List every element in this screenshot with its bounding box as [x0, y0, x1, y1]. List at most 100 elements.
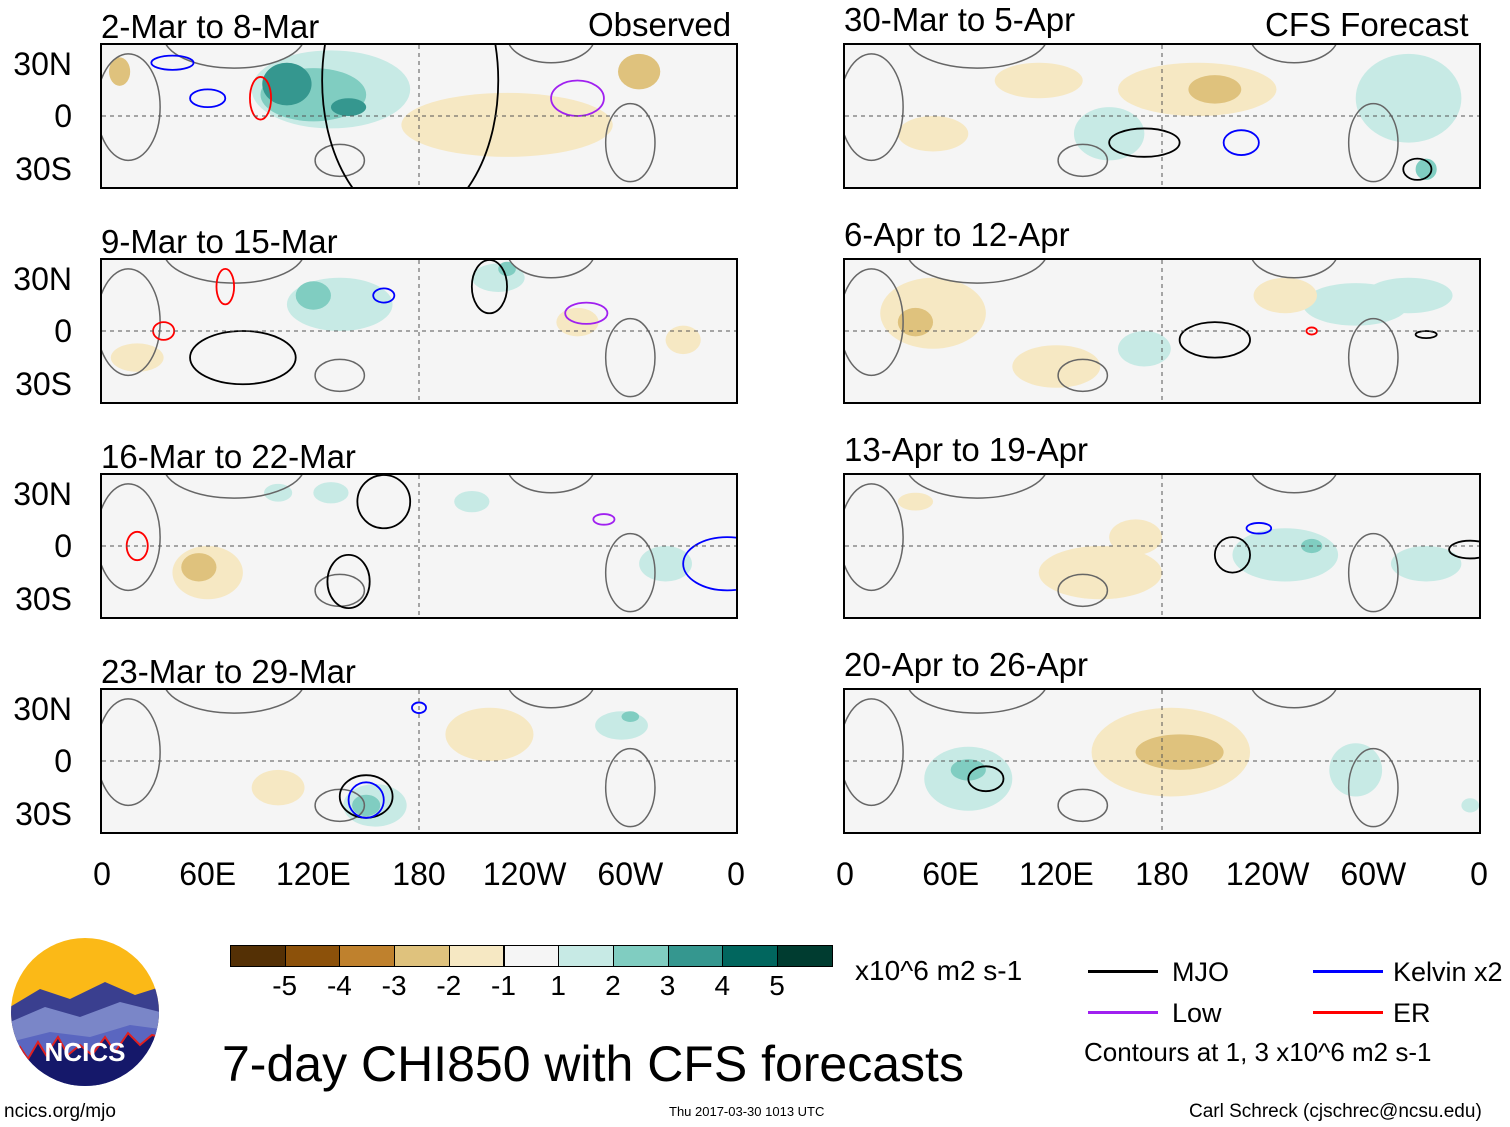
wave-contour [152, 321, 176, 341]
chi-anomaly-region [1135, 734, 1224, 770]
wave-contour [215, 267, 235, 306]
coastline [1251, 475, 1337, 494]
colorbar-label: -5 [272, 970, 298, 1001]
chi-anomaly-region [1329, 743, 1383, 797]
coastline [845, 698, 904, 807]
chi-anomaly-region [618, 53, 661, 90]
chi-anomaly-region [1012, 345, 1101, 388]
legend-kelvin: Kelvin x2 [1393, 957, 1503, 987]
colorbar-swatch [448, 945, 505, 967]
chi-anomaly-region [1253, 277, 1317, 314]
lon-label: 180 [392, 856, 446, 892]
colorbar-swatch [394, 945, 450, 967]
chi-anomaly-region [352, 794, 381, 817]
lon-label: 60E [179, 856, 237, 892]
wave-contour [1402, 157, 1433, 181]
panel-title: 16-Mar to 22-Mar [101, 438, 356, 475]
colorbar-label: -3 [381, 970, 407, 1001]
lon-label: 0 [836, 856, 854, 892]
chi-anomaly-region [313, 482, 349, 504]
colorbar-swatch [558, 945, 614, 967]
colorbar-label: 2 [605, 970, 621, 1001]
colorbar-label: -2 [436, 970, 462, 1001]
coastline [1347, 317, 1399, 398]
lon-label: 120E [1018, 856, 1094, 892]
coastline [102, 483, 161, 592]
coastline [314, 573, 366, 608]
chi-anomaly-region [498, 261, 516, 276]
footer-author: Carl Schreck (cjschrec@ncsu.edu) [1189, 1101, 1482, 1122]
wave-contour [1305, 326, 1318, 336]
coastline [508, 690, 594, 709]
chi-anomaly-region [897, 307, 934, 337]
logo-text: NCICS [45, 1037, 126, 1067]
colorbar-swatch [612, 945, 669, 967]
coastline [165, 45, 303, 69]
coastline [845, 483, 904, 592]
wave-contour [249, 76, 272, 121]
wave-contour [347, 781, 385, 819]
wave-contour [1245, 522, 1273, 535]
coastline [604, 317, 656, 398]
coastline [604, 532, 656, 613]
lat-label: 30S [15, 796, 72, 832]
chi-anomaly-region [445, 707, 534, 761]
coastline [1057, 573, 1109, 608]
coastline [1251, 690, 1337, 709]
panel-title: 23-Mar to 29-Mar [101, 653, 356, 690]
chi-anomaly-region [109, 57, 131, 86]
observed-label: Observed [588, 6, 732, 43]
map-panel [843, 258, 1481, 404]
chi-anomaly-region [1461, 798, 1479, 813]
lon-label: 0 [727, 856, 745, 892]
chi-anomaly-region [295, 281, 331, 310]
coastline [1347, 747, 1399, 828]
figure-title: 7-day CHI850 with CFS forecasts [222, 1036, 964, 1092]
lat-label: 30N [13, 261, 72, 297]
map-panel [100, 258, 738, 404]
wave-contour [1222, 129, 1260, 156]
coastline [1347, 532, 1399, 613]
colorbar-swatch [777, 945, 833, 967]
lon-label: 180 [1135, 856, 1189, 892]
chi-anomaly-region [897, 492, 934, 511]
chi-anomaly-region [454, 490, 490, 513]
coastline [508, 475, 594, 494]
wave-contour [1213, 536, 1251, 574]
coastline [102, 698, 161, 807]
wave-contour [411, 701, 427, 714]
chi-anomaly-region [1073, 107, 1145, 161]
chi-anomaly-region [251, 769, 305, 806]
coastline [314, 143, 366, 178]
coastline [1251, 260, 1337, 279]
coastline [508, 45, 594, 64]
panel-title: 6-Apr to 12-Apr [844, 216, 1070, 253]
er-legend-line [1313, 1011, 1383, 1014]
chi-anomaly-region [1355, 53, 1462, 143]
colorbar-label: 1 [550, 970, 566, 1001]
coastline [1057, 143, 1109, 178]
lat-label: 0 [54, 313, 72, 349]
lon-label: 120W [482, 856, 567, 892]
colorbar-swatch [284, 945, 341, 967]
coastline [314, 358, 366, 393]
chi-anomaly-region [330, 98, 367, 116]
chi-anomaly-region [1415, 158, 1437, 180]
coastline [908, 260, 1046, 284]
lat-label: 0 [54, 743, 72, 779]
footer-timestamp: Thu 2017-03-30 1013 UTC [669, 1104, 825, 1119]
coastline [165, 475, 303, 499]
panel-title: 2-Mar to 8-Mar [101, 8, 320, 45]
coastline [1057, 788, 1109, 823]
coastline [1251, 45, 1337, 64]
map-panel [843, 43, 1481, 189]
colorbar-label: 3 [659, 970, 676, 1001]
chi-anomaly-region [401, 92, 613, 157]
footer-url[interactable]: ncics.org/mjo [4, 1101, 116, 1122]
chi-anomaly-region [621, 711, 640, 722]
lon-label: 60W [1340, 856, 1407, 892]
colorbar-label: 5 [769, 970, 785, 1001]
colorbar-label: -1 [491, 970, 516, 1001]
ncics-logo: NCICS [11, 938, 159, 1086]
